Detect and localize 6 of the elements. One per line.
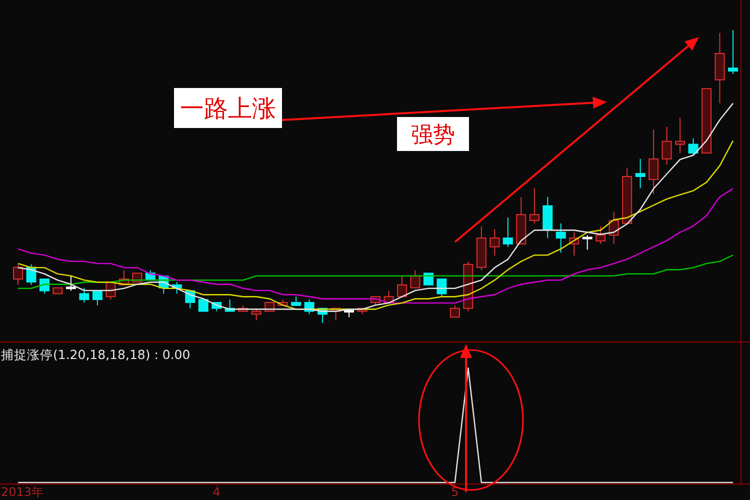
annotation: 一路上涨 — [180, 94, 276, 123]
x-tick-label: 5 — [451, 485, 459, 499]
x-tick-label: 2013年 — [1, 485, 44, 499]
annotation: 强势 — [411, 122, 455, 148]
x-tick-label: 4 — [212, 485, 220, 499]
chart-title: 捕捉涨停(1.20,18,18,18) : 0.00 — [1, 347, 190, 362]
